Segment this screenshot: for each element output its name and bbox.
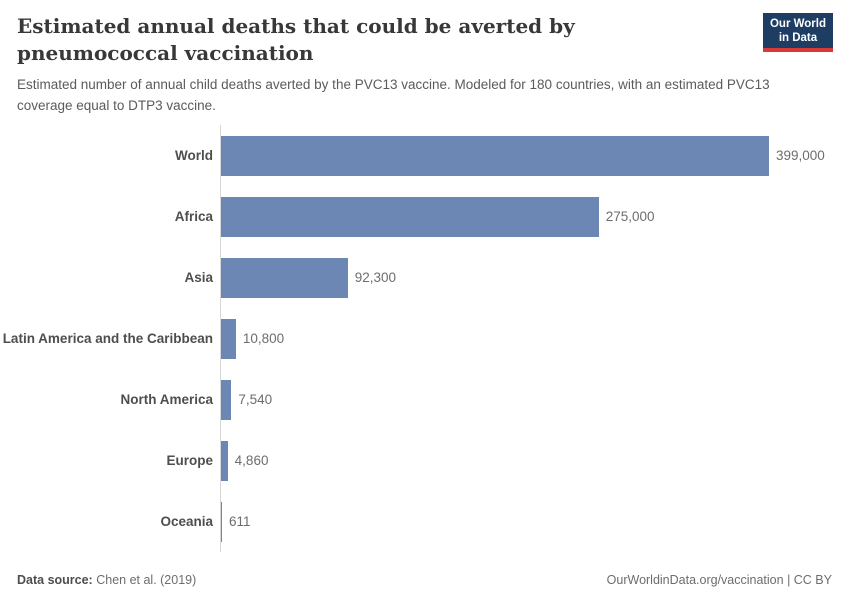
bar-row: Africa 275,000 bbox=[0, 186, 850, 247]
bar-row: Latin America and the Caribbean 10,800 bbox=[0, 308, 850, 369]
footer-link[interactable]: OurWorldinData.org/vaccination | CC BY bbox=[606, 573, 832, 587]
bar-row: North America 7,540 bbox=[0, 369, 850, 430]
bar-rows: World 399,000 Africa 275,000 Asia 92,300 Latin… bbox=[0, 125, 850, 552]
bar-track: 275,000 bbox=[220, 186, 850, 247]
bar-row: Asia 92,300 bbox=[0, 247, 850, 308]
bar-value-label: 4,860 bbox=[234, 453, 269, 468]
data-source-label: Data source: bbox=[17, 573, 93, 587]
bar-chart: World 399,000 Africa 275,000 Asia 92,300 Latin… bbox=[0, 125, 850, 552]
category-label: Europe bbox=[166, 452, 213, 468]
owid-logo-line1: Our World bbox=[769, 18, 826, 30]
category-label: World bbox=[175, 147, 213, 163]
category-label: North America bbox=[120, 391, 213, 407]
bar bbox=[221, 135, 769, 176]
bar-track: 399,000 bbox=[220, 125, 850, 186]
bar-row: World 399,000 bbox=[0, 125, 850, 186]
bar-value-label: 399,000 bbox=[776, 148, 825, 163]
bar-value-label: 10,800 bbox=[242, 331, 285, 346]
data-source-value: Chen et al. (2019) bbox=[96, 573, 197, 587]
chart-title: Estimated annual deaths that could be av… bbox=[17, 14, 575, 65]
bar bbox=[221, 440, 228, 481]
bar bbox=[221, 318, 236, 359]
owid-logo-line2: in Data bbox=[778, 32, 818, 44]
bar-value-label: 92,300 bbox=[354, 270, 397, 285]
data-source: Data source: Chen et al. (2019) bbox=[17, 573, 196, 587]
bar-row: Oceania 611 bbox=[0, 491, 850, 552]
bar bbox=[221, 501, 222, 542]
bar-track: 7,540 bbox=[220, 369, 850, 430]
bar-track: 10,800 bbox=[220, 308, 850, 369]
category-label: Latin America and the Caribbean bbox=[2, 330, 213, 346]
bar-track: 92,300 bbox=[220, 247, 850, 308]
header: Estimated annual deaths that could be av… bbox=[17, 13, 833, 67]
bar bbox=[221, 379, 232, 420]
bar-track: 4,860 bbox=[220, 430, 850, 491]
category-label: Oceania bbox=[160, 513, 213, 529]
bar bbox=[221, 257, 348, 298]
owid-logo[interactable]: Our World in Data bbox=[762, 13, 833, 52]
footer: Data source: Chen et al. (2019) OurWorld… bbox=[17, 573, 832, 587]
bar-track: 611 bbox=[220, 491, 850, 552]
bar bbox=[221, 196, 599, 237]
category-label: Asia bbox=[184, 269, 213, 285]
category-label: Africa bbox=[174, 208, 213, 224]
chart-subtitle: Estimated number of annual child deaths … bbox=[17, 77, 770, 113]
bar-value-label: 275,000 bbox=[605, 209, 655, 224]
bar-row: Europe 4,860 bbox=[0, 430, 850, 491]
bar-value-label: 7,540 bbox=[238, 392, 273, 407]
bar-value-label: 611 bbox=[229, 514, 251, 529]
